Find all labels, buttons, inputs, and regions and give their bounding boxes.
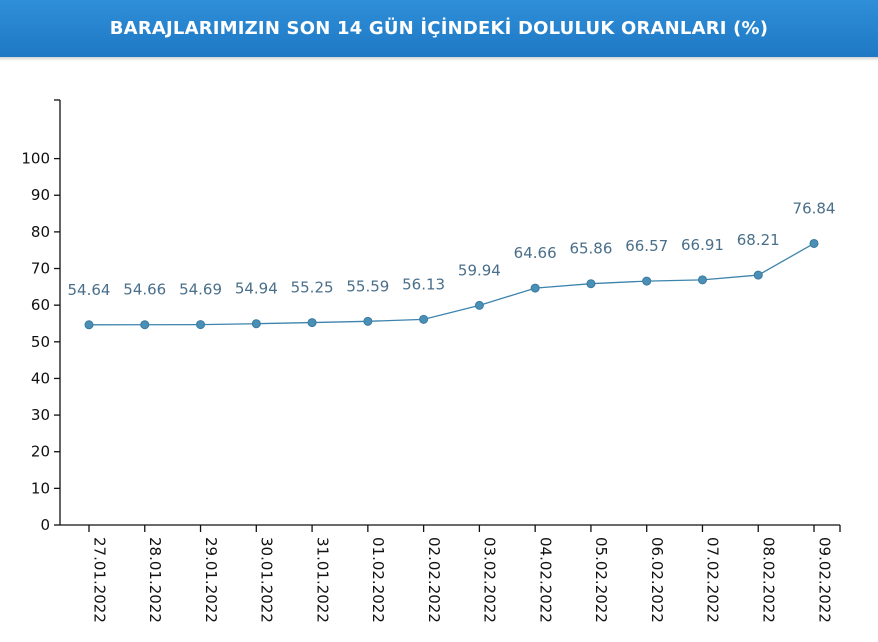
series-line <box>88 242 815 326</box>
data-point <box>530 283 540 293</box>
title-bar-shadow <box>0 57 878 61</box>
data-label: 64.66 <box>514 244 557 262</box>
data-label: 76.84 <box>793 199 836 217</box>
x-tick-label: 05.02.2022 <box>592 537 610 623</box>
data-label: 59.94 <box>458 261 501 279</box>
data-label: 68.21 <box>737 231 780 249</box>
x-tick-label: 07.02.2022 <box>704 537 722 623</box>
y-tick-label: 0 <box>40 516 50 534</box>
y-tick-label: 90 <box>31 186 50 204</box>
x-tick-label: 27.01.2022 <box>90 537 108 623</box>
x-tick-label: 28.01.2022 <box>146 537 164 623</box>
data-label: 55.59 <box>346 277 389 295</box>
x-tick-label: 01.02.2022 <box>369 537 387 623</box>
data-point <box>809 238 819 248</box>
chart-title: BARAJLARIMIZIN SON 14 GÜN İÇİNDEKİ DOLUL… <box>109 18 769 39</box>
data-label: 54.94 <box>235 280 278 298</box>
data-point <box>586 279 596 289</box>
y-tick-label: 10 <box>31 479 50 497</box>
data-point <box>140 320 150 330</box>
data-point <box>363 316 373 326</box>
data-label: 55.25 <box>291 279 334 297</box>
data-point <box>419 314 429 324</box>
chart-title-bar: BARAJLARIMIZIN SON 14 GÜN İÇİNDEKİ DOLUL… <box>0 0 878 57</box>
data-point <box>474 300 484 310</box>
y-tick-label: 20 <box>31 443 50 461</box>
y-tick-label: 30 <box>31 406 50 424</box>
x-tick-label: 09.02.2022 <box>815 537 833 623</box>
x-tick-label: 06.02.2022 <box>648 537 666 623</box>
x-tick-label: 08.02.2022 <box>759 537 777 623</box>
y-tick-label: 50 <box>31 333 50 351</box>
data-point <box>642 276 652 286</box>
x-tick-label: 04.02.2022 <box>536 537 554 623</box>
data-label: 66.57 <box>625 237 668 255</box>
data-point <box>697 275 707 285</box>
x-tick-label: 30.01.2022 <box>258 537 276 623</box>
y-tick-label: 80 <box>31 223 50 241</box>
y-tick-label: 40 <box>31 369 50 387</box>
y-tick-label: 70 <box>31 260 50 278</box>
data-point <box>196 320 206 330</box>
data-label: 56.13 <box>402 275 445 293</box>
data-label: 65.86 <box>569 240 612 258</box>
data-label: 54.64 <box>68 281 111 299</box>
y-tick-label: 60 <box>31 296 50 314</box>
data-label: 54.69 <box>179 281 222 299</box>
data-point <box>307 318 317 328</box>
x-tick-label: 03.02.2022 <box>481 537 499 623</box>
data-point <box>84 320 94 330</box>
data-point <box>251 319 261 329</box>
x-tick-label: 31.01.2022 <box>313 537 331 623</box>
data-label: 54.66 <box>123 281 166 299</box>
x-tick-label: 02.02.2022 <box>425 537 443 623</box>
x-tick-label: 29.01.2022 <box>202 537 220 623</box>
y-tick-label: 100 <box>21 150 50 168</box>
data-point <box>753 270 763 280</box>
data-label: 66.91 <box>681 236 724 254</box>
